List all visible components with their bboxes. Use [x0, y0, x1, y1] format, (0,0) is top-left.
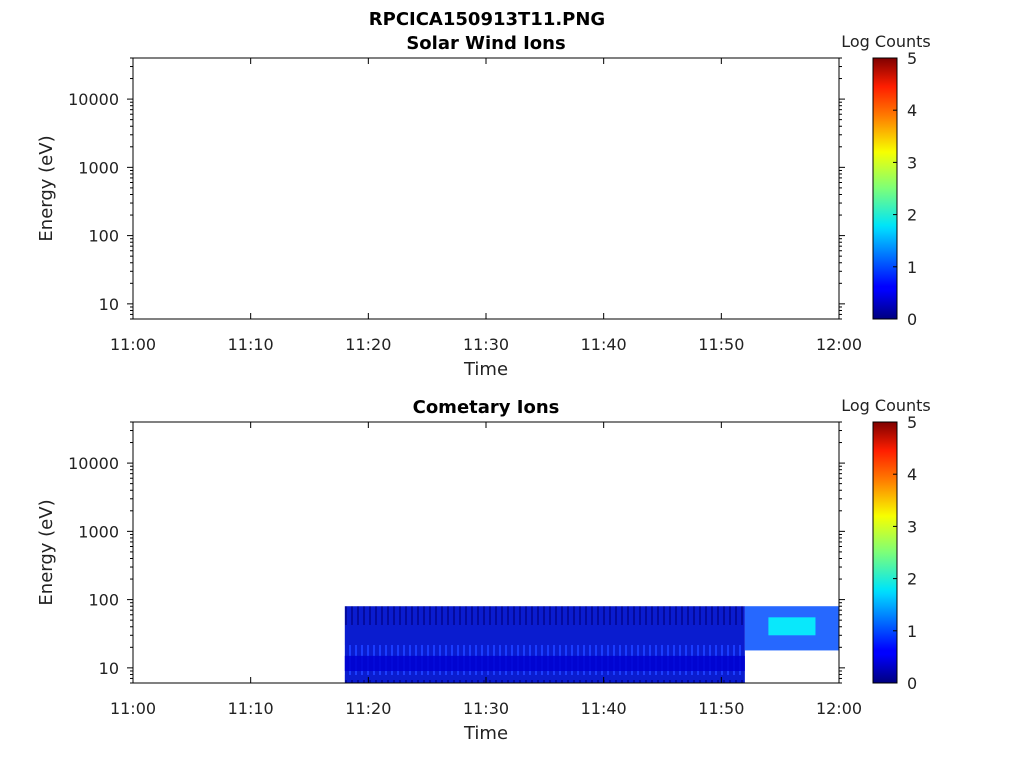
x-tick-label: 11:50	[698, 335, 744, 354]
y-tick-label: 100	[88, 227, 119, 246]
y-tick-label: 10	[99, 659, 119, 678]
colorbar-tick-label: 0	[907, 310, 917, 329]
colorbar-tick-label: 0	[907, 674, 917, 693]
colorbar-tick-label: 3	[907, 517, 917, 536]
panel-title: Cometary Ions	[413, 397, 560, 418]
colorbar-tick-label: 1	[907, 622, 917, 641]
y-tick-label: 1000	[78, 158, 119, 177]
y-tick-label: 10000	[68, 454, 119, 473]
panel-title: Solar Wind Ions	[406, 33, 565, 54]
x-tick-label: 11:00	[110, 699, 156, 718]
colorbar-tick-label: 1	[907, 258, 917, 277]
x-tick-label: 11:10	[228, 335, 274, 354]
x-tick-label: 11:30	[463, 335, 509, 354]
colorbar	[872, 57, 898, 320]
x-tick-label: 11:20	[345, 699, 391, 718]
colorbar-tick-label: 4	[907, 101, 917, 120]
x-tick-label: 12:00	[816, 335, 862, 354]
plot-frame	[132, 57, 840, 320]
x-tick-label: 11:00	[110, 335, 156, 354]
figure-title: RPCICA150913T11.PNG	[369, 9, 605, 30]
colorbar-tick-label: 3	[907, 153, 917, 172]
x-axis-label: Time	[463, 723, 508, 744]
x-tick-label: 11:30	[463, 699, 509, 718]
data-layer	[344, 606, 839, 683]
y-axis-label: Energy (eV)	[36, 135, 57, 241]
x-tick-label: 11:20	[345, 335, 391, 354]
colorbar-tick-label: 2	[907, 206, 917, 225]
colorbar-label: Log Counts	[841, 396, 931, 415]
colorbar	[872, 421, 898, 684]
x-tick-label: 12:00	[816, 699, 862, 718]
heatmap-cell	[344, 606, 745, 683]
y-tick-label: 10000	[68, 90, 119, 109]
y-tick-label: 1000	[78, 522, 119, 541]
heatmap-cell	[768, 617, 816, 636]
heatmap-cell	[344, 655, 745, 671]
colorbar-tick-label: 5	[907, 49, 917, 68]
x-axis-label: Time	[463, 359, 508, 380]
y-tick-label: 100	[88, 591, 119, 610]
colorbar-label: Log Counts	[841, 32, 931, 51]
x-tick-label: 11:40	[581, 699, 627, 718]
x-tick-label: 11:40	[581, 335, 627, 354]
colorbar-tick-label: 5	[907, 413, 917, 432]
colorbar-tick-label: 4	[907, 465, 917, 484]
y-tick-label: 10	[99, 295, 119, 314]
y-axis-label: Energy (eV)	[36, 499, 57, 605]
colorbar-tick-label: 2	[907, 570, 917, 589]
x-tick-label: 11:50	[698, 699, 744, 718]
panel-solar-wind: Solar Wind Ions 11:00 11:10 11:20 11:30 11:40…	[36, 32, 931, 380]
x-tick-label: 11:10	[228, 699, 274, 718]
